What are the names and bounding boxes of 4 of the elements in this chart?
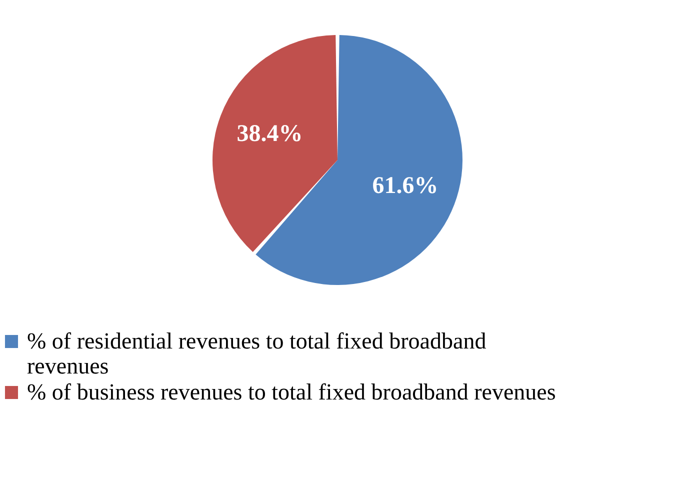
data-label: 38.4% <box>236 121 303 148</box>
data-label: 61.6% <box>372 172 438 199</box>
legend-label: % of business revenues to total fixed broadband revenues <box>27 380 556 404</box>
legend-label: % of residential revenues to total fixed broadband revenues <box>27 328 487 378</box>
